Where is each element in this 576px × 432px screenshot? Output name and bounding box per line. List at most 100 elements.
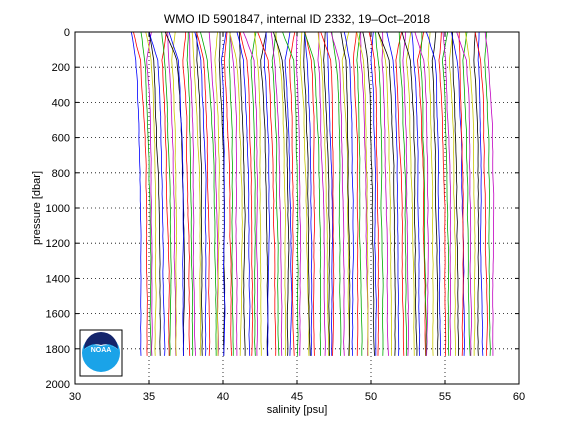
profile-line xyxy=(477,31,484,356)
profile-line xyxy=(370,31,377,356)
profile-line xyxy=(441,31,450,356)
profile-line xyxy=(438,31,447,356)
y-tick-label: 1200 xyxy=(46,238,70,250)
profile-line xyxy=(200,31,217,356)
profile-line xyxy=(356,31,363,356)
y-tick-label: 1800 xyxy=(46,344,70,356)
x-tick-label: 55 xyxy=(439,391,451,403)
profile-line xyxy=(462,31,471,356)
profile-line xyxy=(398,31,407,356)
profile-line xyxy=(442,31,452,356)
logo-bird xyxy=(83,344,119,350)
profile-line xyxy=(186,31,194,356)
profile-line xyxy=(377,31,396,356)
profile-line xyxy=(168,31,184,356)
profile-line xyxy=(236,31,251,356)
profile-line xyxy=(239,31,254,356)
y-tick-label: 0 xyxy=(64,27,70,39)
profile-line xyxy=(406,31,415,356)
profile-line xyxy=(343,31,354,356)
profile-line xyxy=(375,31,384,356)
profile-line xyxy=(473,31,480,356)
profile-line xyxy=(167,31,177,356)
profile-line xyxy=(317,31,326,356)
x-tick-label: 45 xyxy=(291,391,303,403)
profile-line xyxy=(425,31,441,356)
profile-line xyxy=(275,31,287,356)
profile-line xyxy=(323,31,331,356)
x-tick-label: 40 xyxy=(217,391,229,403)
y-tick-label: 800 xyxy=(52,168,70,180)
profile-line xyxy=(188,31,196,356)
profile-line xyxy=(271,31,280,356)
profile-line xyxy=(395,31,405,356)
profile-line xyxy=(270,31,283,356)
profile-line xyxy=(448,31,457,356)
profile-line xyxy=(228,31,234,356)
profile-line xyxy=(381,31,389,356)
profile-line xyxy=(282,31,299,356)
profile-line xyxy=(377,31,393,356)
profile-line xyxy=(431,31,439,356)
profile-line xyxy=(284,31,293,356)
profile-lines xyxy=(130,31,495,356)
profile-line xyxy=(304,31,313,356)
y-tick-label: 1600 xyxy=(46,309,70,321)
profile-line xyxy=(451,31,465,356)
profile-line xyxy=(419,31,427,356)
profile-line xyxy=(456,31,473,356)
x-tick-label: 50 xyxy=(365,391,377,403)
profile-line xyxy=(464,31,476,356)
profile-line xyxy=(340,31,351,356)
profile-line xyxy=(146,31,153,356)
profile-line xyxy=(289,31,296,356)
profile-line xyxy=(140,31,152,356)
profile-line xyxy=(239,31,246,356)
profile-line xyxy=(330,31,345,356)
profile-line xyxy=(484,31,491,356)
profile-line xyxy=(182,31,191,356)
chart-title: WMO ID 5901847, internal ID 2332, 19–Oct… xyxy=(164,12,430,26)
noaa-logo: NOAA xyxy=(79,329,123,377)
y-tick-label: 600 xyxy=(52,133,70,145)
profile-line xyxy=(414,31,429,356)
profile-line xyxy=(148,31,166,356)
profile-line xyxy=(303,31,322,356)
profile-line xyxy=(161,31,172,356)
profile-line xyxy=(356,31,369,356)
profile-line xyxy=(196,31,203,356)
y-tick-label: 400 xyxy=(52,97,70,109)
profile-line xyxy=(484,31,495,356)
profile-line xyxy=(133,31,148,356)
profile-line xyxy=(362,31,375,356)
y-axis: 0 200 400 600 800 1000 1200 1400 1600 1800 2000 xyxy=(46,27,519,391)
profile-line xyxy=(386,31,400,356)
y-axis-label: pressure [dbar] xyxy=(31,171,43,245)
profile-line xyxy=(303,31,311,356)
profile-line xyxy=(229,31,238,356)
profile-line xyxy=(220,31,227,356)
x-tick-label: 60 xyxy=(513,391,525,403)
profile-line xyxy=(214,31,220,356)
profile-line xyxy=(368,31,379,356)
profile-line xyxy=(331,31,342,356)
profile-line xyxy=(401,31,418,356)
x-axis: 30 35 40 45 50 55 60 xyxy=(69,32,525,403)
profile-line xyxy=(191,31,202,356)
profile-line xyxy=(458,31,464,356)
profile-line xyxy=(411,31,421,356)
profile-line xyxy=(341,31,350,356)
profile-line xyxy=(229,31,243,356)
profile-line xyxy=(320,31,335,356)
profile-line xyxy=(145,31,157,356)
profile-line xyxy=(208,31,219,356)
profile-line xyxy=(273,31,290,356)
profile-line xyxy=(194,31,207,356)
profile-line xyxy=(257,31,277,356)
profile-line xyxy=(224,31,232,356)
profile-line xyxy=(254,31,262,356)
profile-line xyxy=(402,31,410,356)
profile-line xyxy=(474,31,488,356)
profile-line xyxy=(295,31,302,356)
